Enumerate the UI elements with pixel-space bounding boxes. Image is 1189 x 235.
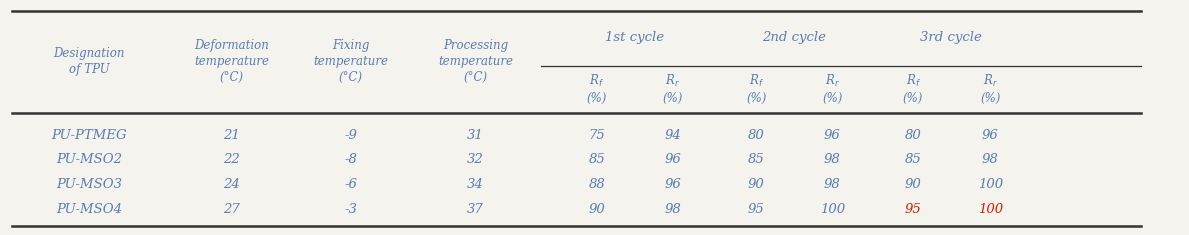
Text: R$_f$
(%): R$_f$ (%) bbox=[586, 73, 608, 105]
Text: Designation
of TPU: Designation of TPU bbox=[54, 47, 125, 76]
Text: PU-MSO4: PU-MSO4 bbox=[56, 203, 122, 216]
Text: R$_f$
(%): R$_f$ (%) bbox=[902, 73, 924, 105]
Text: 21: 21 bbox=[224, 129, 240, 142]
Text: 96: 96 bbox=[824, 129, 841, 142]
Text: 94: 94 bbox=[665, 129, 681, 142]
Text: 90: 90 bbox=[589, 203, 605, 216]
Text: 96: 96 bbox=[665, 178, 681, 191]
Text: 85: 85 bbox=[748, 153, 765, 166]
Text: 3rd cycle: 3rd cycle bbox=[920, 31, 982, 44]
Text: 24: 24 bbox=[224, 178, 240, 191]
Text: 32: 32 bbox=[467, 153, 484, 166]
Text: Deformation
temperature
(°C): Deformation temperature (°C) bbox=[194, 39, 270, 84]
Text: -9: -9 bbox=[345, 129, 357, 142]
Text: 95: 95 bbox=[905, 203, 921, 216]
Text: PU-MSO3: PU-MSO3 bbox=[56, 178, 122, 191]
Text: 31: 31 bbox=[467, 129, 484, 142]
Text: Fixing
temperature
(°C): Fixing temperature (°C) bbox=[313, 39, 389, 84]
Text: 95: 95 bbox=[748, 203, 765, 216]
Text: 90: 90 bbox=[748, 178, 765, 191]
Text: 37: 37 bbox=[467, 203, 484, 216]
Text: 100: 100 bbox=[977, 178, 1004, 191]
Text: 100: 100 bbox=[977, 203, 1004, 216]
Text: PU-MSO2: PU-MSO2 bbox=[56, 153, 122, 166]
Text: PU-PTMEG: PU-PTMEG bbox=[51, 129, 127, 142]
Text: -3: -3 bbox=[345, 203, 357, 216]
Text: 34: 34 bbox=[467, 178, 484, 191]
Text: 98: 98 bbox=[982, 153, 999, 166]
Text: 85: 85 bbox=[589, 153, 605, 166]
Text: R$_r$
(%): R$_r$ (%) bbox=[980, 73, 1001, 105]
Text: 100: 100 bbox=[819, 203, 845, 216]
Text: 98: 98 bbox=[665, 203, 681, 216]
Text: 96: 96 bbox=[665, 153, 681, 166]
Text: R$_r$
(%): R$_r$ (%) bbox=[662, 73, 684, 105]
Text: 96: 96 bbox=[982, 129, 999, 142]
Text: 98: 98 bbox=[824, 153, 841, 166]
Text: -8: -8 bbox=[345, 153, 357, 166]
Text: 85: 85 bbox=[905, 153, 921, 166]
Text: R$_r$
(%): R$_r$ (%) bbox=[822, 73, 843, 105]
Text: Processing
temperature
(°C): Processing temperature (°C) bbox=[438, 39, 514, 84]
Text: 1st cycle: 1st cycle bbox=[605, 31, 665, 44]
Text: 27: 27 bbox=[224, 203, 240, 216]
Text: 88: 88 bbox=[589, 178, 605, 191]
Text: -6: -6 bbox=[345, 178, 357, 191]
Text: R$_f$
(%): R$_f$ (%) bbox=[746, 73, 767, 105]
Text: 80: 80 bbox=[905, 129, 921, 142]
Text: 22: 22 bbox=[224, 153, 240, 166]
Text: 90: 90 bbox=[905, 178, 921, 191]
Text: 2nd cycle: 2nd cycle bbox=[762, 31, 826, 44]
Text: 75: 75 bbox=[589, 129, 605, 142]
Text: 80: 80 bbox=[748, 129, 765, 142]
Text: 98: 98 bbox=[824, 178, 841, 191]
